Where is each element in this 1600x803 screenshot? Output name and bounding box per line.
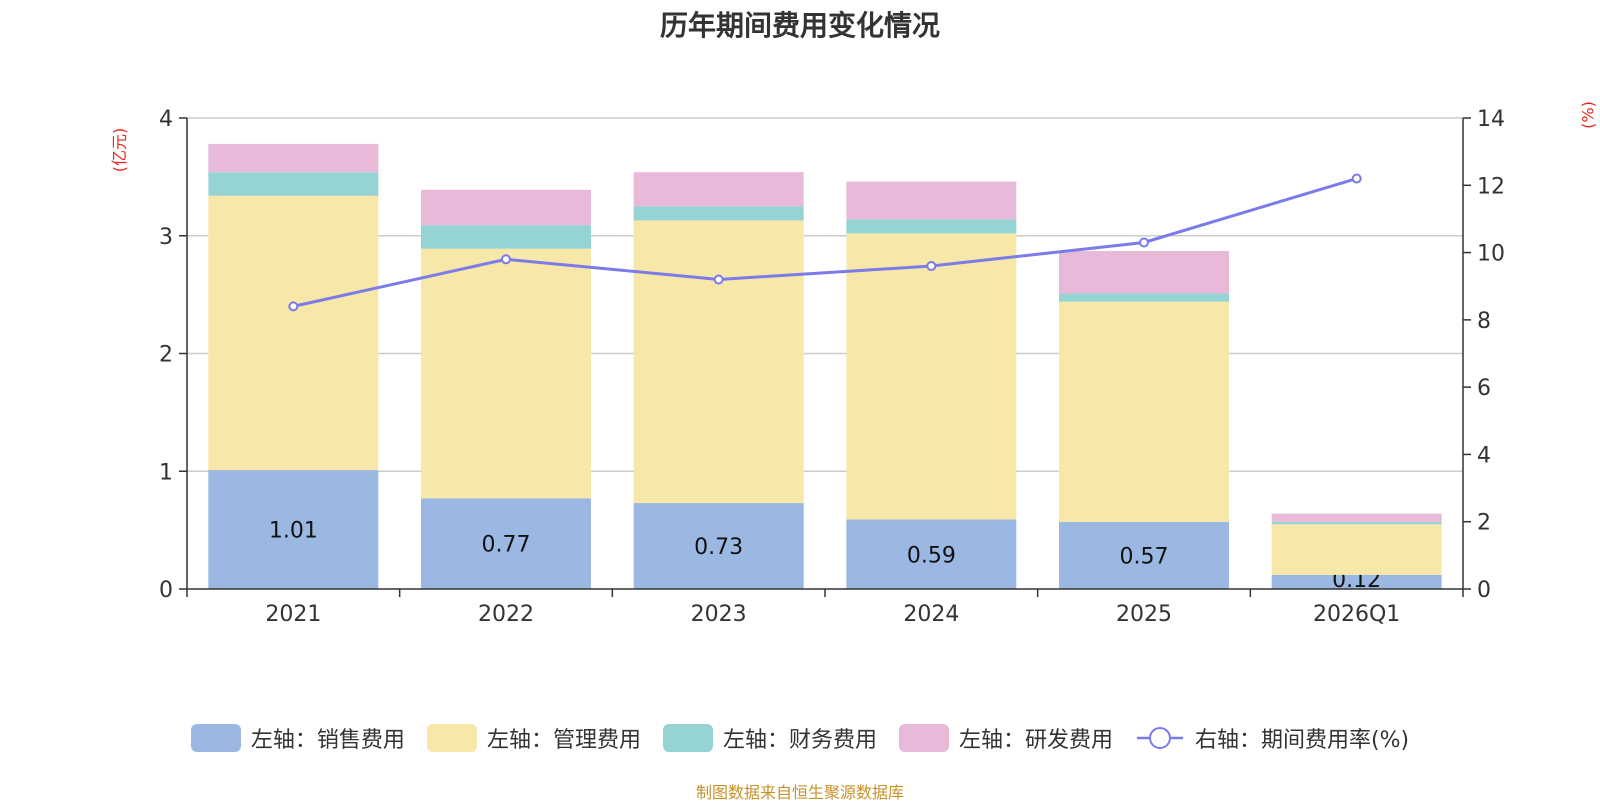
- bar-segment-s0-2026Q1: [1271, 574, 1442, 589]
- source-footer: 制图数据来自恒生聚源数据库: [695, 783, 904, 802]
- left-tick-label: 4: [159, 107, 173, 132]
- right-tick-label: 14: [1477, 107, 1505, 132]
- bar-segment-s3-2026Q1: [1271, 513, 1442, 522]
- bar-segment-s2-2024: [846, 219, 1017, 234]
- legend-label-admin: 左轴：管理费用: [486, 728, 641, 753]
- bar-segment-s2-2023: [633, 206, 804, 221]
- right-tick-label: 4: [1477, 443, 1491, 468]
- bar-segment-s1-2022: [421, 248, 591, 499]
- x-tick-label: 2023: [691, 602, 747, 627]
- data-label: 0.77: [482, 533, 531, 558]
- x-tick-label: 2025: [1116, 602, 1172, 627]
- expense-rate-point: [288, 301, 299, 312]
- bar-segment-s3-2023: [633, 172, 804, 207]
- bar-segment-s1-2025: [1059, 301, 1229, 522]
- bar-segment-s3-2021: [208, 143, 379, 173]
- legend-label-rnd: 左轴：研发费用: [958, 728, 1113, 753]
- bar-segment-s2-2021: [208, 172, 379, 196]
- legend: 左轴：销售费用 左轴：管理费用 左轴：财务费用 左轴：研发费用 右轴：期间费用率…: [0, 720, 1600, 756]
- bar-segment-s1-2026Q1: [1271, 524, 1442, 575]
- left-tick-label: 0: [159, 578, 173, 603]
- bar-segment-s0-2022: [421, 498, 591, 589]
- right-tick-label: 6: [1477, 376, 1491, 401]
- bar-segment-s1-2023: [633, 220, 804, 504]
- expense-rate-point: [501, 254, 511, 265]
- legend-label-finance: 左轴：财务费用: [722, 728, 877, 753]
- right-tick-label: 8: [1477, 309, 1491, 334]
- bar-segment-s0-2024: [846, 519, 1017, 589]
- expense-rate-point: [1139, 237, 1149, 248]
- left-tick-label: 1: [159, 460, 173, 485]
- legend-item-sales[interactable]: 左轴：销售费用: [190, 722, 405, 754]
- bar-segment-s2-2025: [1059, 293, 1229, 302]
- legend-item-finance[interactable]: 左轴：财务费用: [662, 722, 877, 754]
- expense-rate-line: [293, 177, 1358, 308]
- legend-label-sales: 左轴：销售费用: [250, 728, 405, 753]
- legend-swatch-sales: [190, 724, 241, 752]
- legend-swatch-rnd: [898, 724, 949, 752]
- bar-segment-s1-2021: [208, 195, 379, 471]
- bar-segment-s0-2023: [633, 503, 804, 589]
- legend-swatch-expense-rate: [1136, 727, 1183, 749]
- bar-segment-s0-2021: [208, 470, 379, 589]
- x-tick-label: 2026Q1: [1313, 602, 1400, 627]
- x-tick-label: 2021: [265, 602, 321, 627]
- expense-rate-point: [1351, 173, 1362, 184]
- bar-segment-s3-2025: [1059, 251, 1229, 294]
- bar-segment-s2-2026Q1: [1271, 521, 1442, 525]
- data-label: 0.59: [907, 543, 956, 568]
- chart-title: 历年期间费用变化情况: [659, 9, 940, 42]
- legend-swatch-finance: [662, 724, 713, 752]
- legend-swatch-admin: [426, 724, 477, 752]
- bar-segment-s1-2024: [846, 233, 1017, 520]
- data-label: 0.57: [1120, 544, 1169, 569]
- right-tick-label: 12: [1477, 174, 1505, 199]
- expense-rate-point: [713, 274, 724, 285]
- expense-rate-point: [926, 261, 937, 272]
- left-tick-label: 3: [159, 225, 173, 250]
- right-tick-label: 2: [1477, 511, 1491, 536]
- left-tick-label: 2: [159, 343, 173, 368]
- right-tick-label: 10: [1477, 242, 1505, 267]
- bar-segment-s0-2025: [1059, 521, 1229, 589]
- data-label: 1.01: [269, 519, 318, 544]
- bar-segment-s2-2022: [421, 225, 591, 249]
- legend-label-expense-rate: 右轴：期间费用率(%): [1194, 728, 1410, 753]
- x-tick-label: 2022: [478, 602, 534, 627]
- legend-item-admin[interactable]: 左轴：管理费用: [426, 722, 641, 754]
- bar-segment-s3-2024: [846, 181, 1017, 220]
- right-tick-label: 0: [1477, 578, 1491, 603]
- legend-item-rnd[interactable]: 左轴：研发费用: [898, 722, 1113, 754]
- data-label: 0.73: [694, 535, 743, 560]
- bar-segment-s3-2022: [421, 189, 591, 226]
- legend-item-expense-rate[interactable]: 右轴：期间费用率(%): [1135, 722, 1409, 754]
- x-tick-label: 2024: [903, 602, 959, 627]
